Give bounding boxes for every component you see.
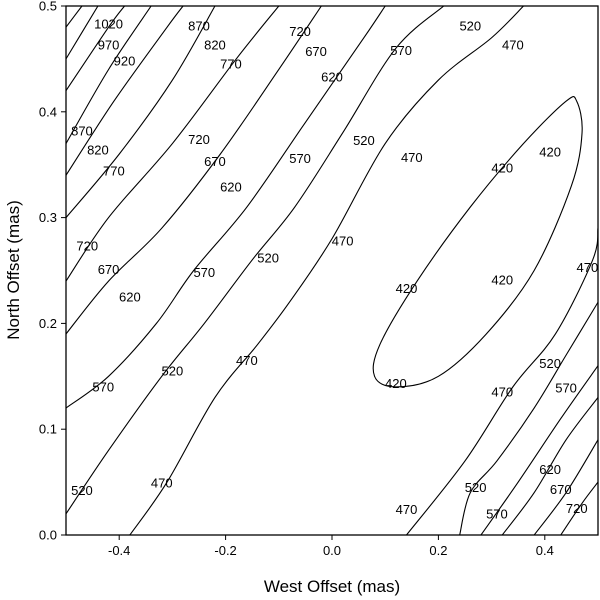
contour-line-970 [66,6,83,28]
contour-label: 920 [114,54,136,69]
contour-label: 570 [289,151,311,166]
contour-label: 770 [220,57,242,72]
contour-label: 520 [465,480,487,495]
contour-line-770 [66,6,184,176]
contour-label: 720 [76,239,98,254]
contour-label: 670 [305,44,327,59]
contour-label: 520 [459,19,481,34]
x-axis-ticks: -0.4 -0.2 0.0 0.2 0.4 [108,535,554,558]
y-axis-ticks: 0.0 0.1 0.2 0.3 0.4 0.5 [39,0,66,543]
contour-label: 420 [491,160,513,175]
contour-label: 770 [103,164,125,179]
contour-label: 620 [321,69,343,84]
y-tick-label: 0.4 [39,104,57,119]
contour-label: 420 [385,376,407,391]
contour-label: 470 [236,353,258,368]
contour-label: 420 [539,145,561,160]
contour-label: 470 [396,502,418,517]
contour-label: 670 [204,154,226,169]
contour-label: 470 [491,385,513,400]
x-tick-label: 0.4 [536,543,554,558]
contour-label: 870 [71,123,93,138]
contour-label: 520 [257,250,279,265]
contour-label: 670 [550,482,572,497]
contour-label: 470 [401,150,423,165]
contour-label: 820 [87,142,109,157]
contour-line-720 [66,6,216,218]
contour-label: 520 [162,364,184,379]
contour-label: 570 [555,380,577,395]
y-tick-label: 0.3 [39,210,57,225]
contour-line-470 [129,6,524,535]
contour-label: 520 [71,483,93,498]
contour-label: 620 [119,289,141,304]
contour-label: 520 [353,133,375,148]
contour-line-570 [66,6,386,409]
contour-label: 970 [98,38,120,53]
contour-label: 470 [577,260,599,275]
contour-label: 670 [98,262,120,277]
contour-label: 470 [332,233,354,248]
contour-line-720 [560,481,598,535]
y-tick-label: 0.0 [39,528,57,543]
contour-label: 870 [188,19,210,34]
y-tick-label: 0.2 [39,316,57,331]
contour-line-520 [459,301,598,535]
contour-line-420 [372,96,583,388]
x-tick-label: 0.2 [429,543,447,558]
contour-label: 420 [396,281,418,296]
contour-label: 570 [486,506,508,521]
y-axis-title: North Offset (mas) [4,200,23,340]
contour-label: 570 [193,265,215,280]
contour-lines [66,6,598,535]
contour-line-620 [66,6,322,335]
contour-label: 520 [539,356,561,371]
x-tick-label: -0.4 [108,543,130,558]
contour-label: 620 [220,179,242,194]
contour-line-670 [66,6,280,282]
contour-line-870 [66,6,125,91]
contour-label: 470 [502,38,524,53]
x-tick-label: 0.0 [323,543,341,558]
x-tick-label: -0.2 [214,543,236,558]
y-tick-label: 0.5 [39,0,57,14]
contour-line-520 [66,6,445,515]
plot-frame [65,5,599,536]
contour-label: 820 [204,38,226,53]
x-axis-title: West Offset (mas) [264,577,400,596]
contour-label: 720 [289,24,311,39]
contour-label: 570 [390,43,412,58]
contour-line-670 [533,439,598,535]
contour-labels: 1020970920870820770720670620570520470870… [71,16,598,521]
y-tick-label: 0.1 [39,422,57,437]
contour-label: 570 [92,379,114,394]
contour-label: 1020 [94,16,123,31]
contour-line-620 [501,397,598,535]
contour-label: 720 [566,501,588,516]
contour-label: 470 [151,476,173,491]
contour-line-570 [480,365,598,535]
contour-line-920 [66,6,99,60]
contour-label: 620 [539,462,561,477]
contour-line-820 [66,6,152,144]
contour-label: 720 [188,132,210,147]
contour-line-470 [406,228,598,535]
contour-label: 420 [491,273,513,288]
